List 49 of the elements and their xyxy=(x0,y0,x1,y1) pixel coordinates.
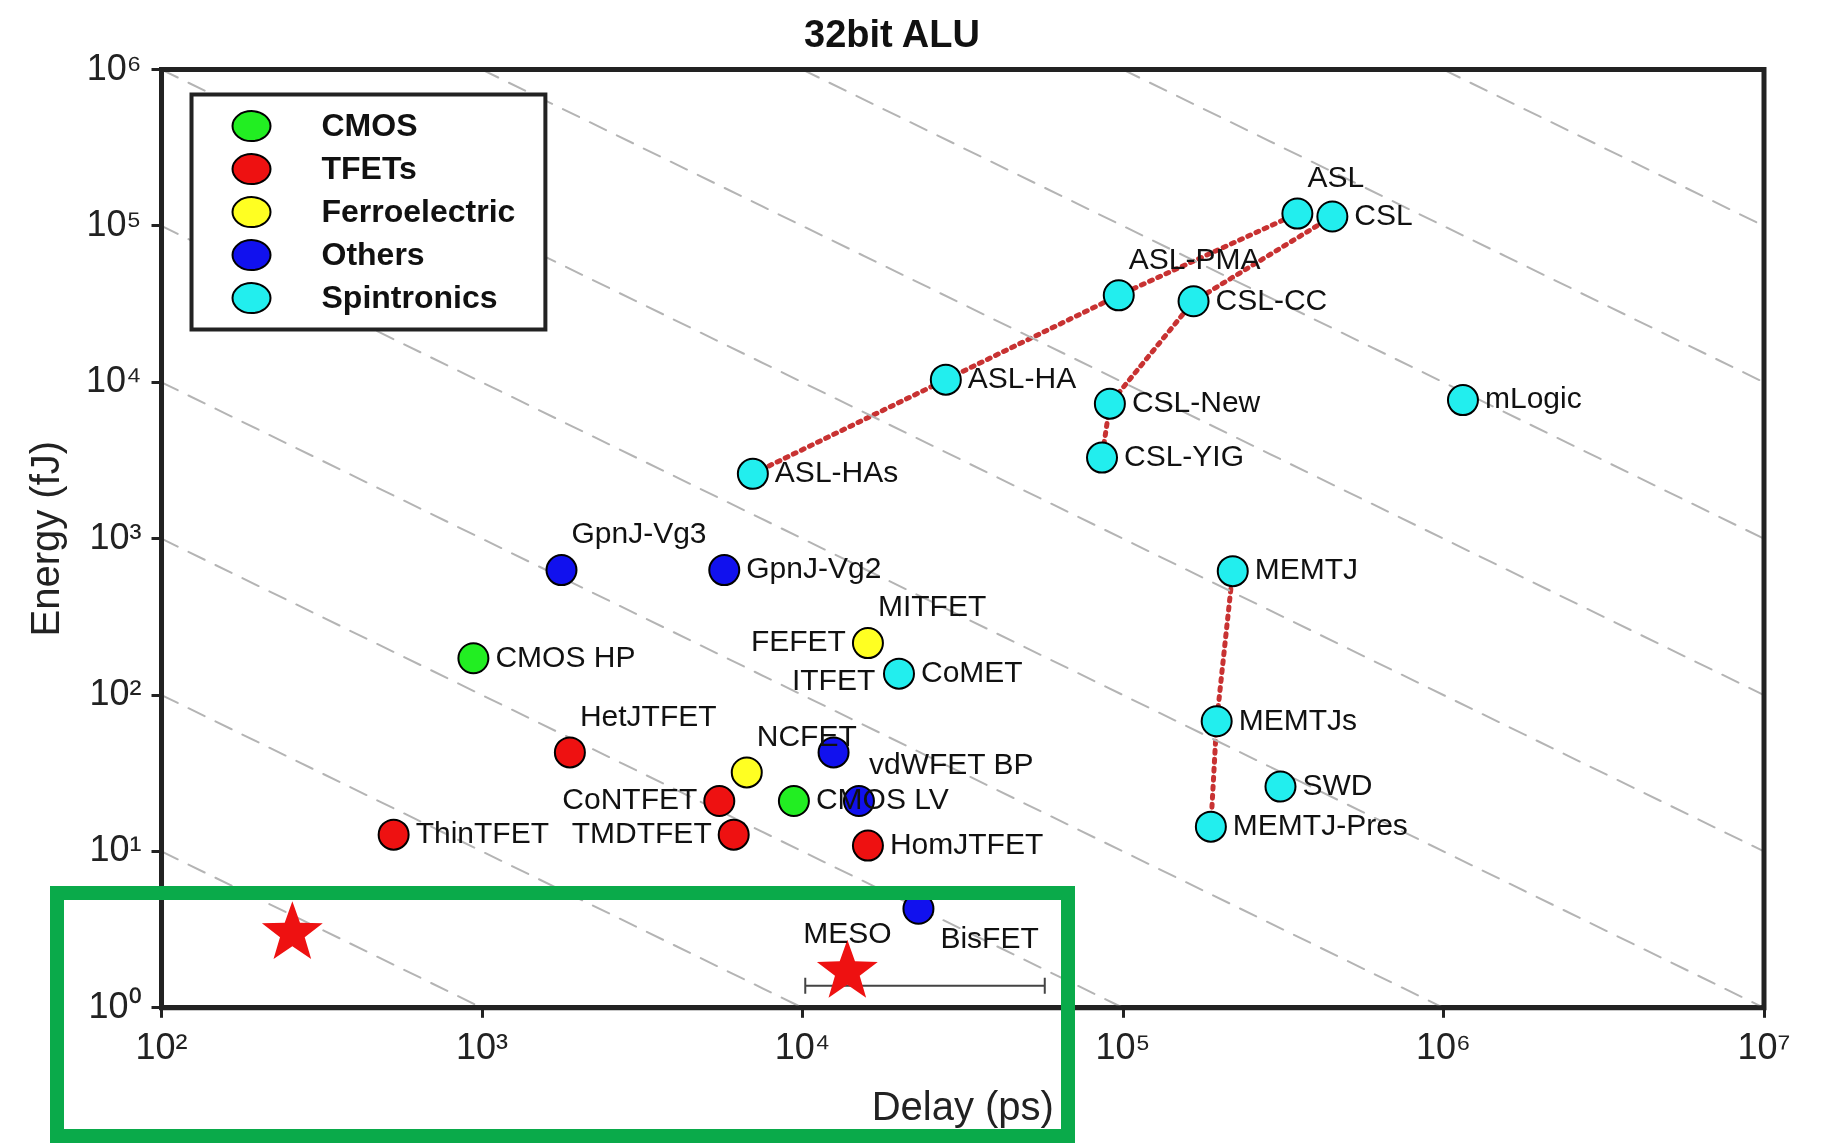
legend-label: CMOS xyxy=(321,106,418,143)
x-tick-label: 10⁴ xyxy=(774,1026,831,1068)
y-tick-label: 10¹ xyxy=(89,828,142,870)
y-tick-label: 10⁶ xyxy=(86,46,142,88)
x-tick-label: 10⁶ xyxy=(1416,1026,1471,1068)
annotation: ASL-HA xyxy=(967,360,1077,394)
annotation: ITFET xyxy=(791,662,876,696)
legend-label: Others xyxy=(321,235,425,272)
annotation: ThinTFET xyxy=(415,815,549,849)
annotation: CSL-YIG xyxy=(1124,438,1245,472)
legend-label: TFETs xyxy=(321,149,417,186)
annotation: MEMTJs xyxy=(1238,702,1357,736)
annotation: ASL-HAs xyxy=(774,455,899,489)
annotation: CMOS HP xyxy=(495,639,636,673)
y-tick-label: 10³ xyxy=(89,515,142,557)
annotation: MEMTJ-Pres xyxy=(1232,807,1408,841)
annotation: vdWFET BP xyxy=(868,747,1034,781)
legend-label: Spintronics xyxy=(321,278,498,315)
annotation: CSL-New xyxy=(1131,384,1261,418)
x-tick-label: 10³ xyxy=(455,1026,509,1068)
annotation: GpnJ-Vg2 xyxy=(746,551,882,585)
chart-title: 32bit ALU xyxy=(804,13,980,56)
x-tick-label: 10⁵ xyxy=(1095,1026,1151,1068)
x-tick-label: 10² xyxy=(135,1026,188,1068)
annotation: FEFET xyxy=(750,624,846,658)
annotation: SWD xyxy=(1302,767,1373,801)
annotation: CoMET xyxy=(920,654,1023,688)
annotation: TMDTFET xyxy=(571,815,712,849)
annotation: CSL xyxy=(1354,197,1413,231)
annotation: MESO xyxy=(803,916,892,950)
annotation: GpnJ-Vg3 xyxy=(571,516,707,550)
annotation: CSL-CC xyxy=(1215,282,1328,316)
y-tick-label: 10⁰ xyxy=(88,984,142,1026)
annotation: CoNTFET xyxy=(562,782,698,816)
y-tick-label: 10⁵ xyxy=(86,202,142,244)
y-axis-title: Energy (fJ) xyxy=(23,440,68,637)
y-tick-label: 10⁴ xyxy=(86,359,142,401)
annotation: HomJTFET xyxy=(889,826,1044,860)
x-tick-label: 10⁷ xyxy=(1737,1026,1791,1068)
x-axis-title: Delay (ps) xyxy=(871,1084,1054,1129)
annotation: HetJTFET xyxy=(579,698,717,732)
annotation: MEMTJ xyxy=(1254,552,1359,586)
annotation: NCFET xyxy=(756,718,857,752)
annotation: BisFET xyxy=(940,921,1039,955)
y-tick-label: 10² xyxy=(89,671,142,713)
annotation: mLogic xyxy=(1484,381,1582,415)
legend-label: Ferroelectric xyxy=(321,192,516,229)
annotation: MITFET xyxy=(877,589,987,623)
annotation: ASL xyxy=(1307,159,1365,193)
